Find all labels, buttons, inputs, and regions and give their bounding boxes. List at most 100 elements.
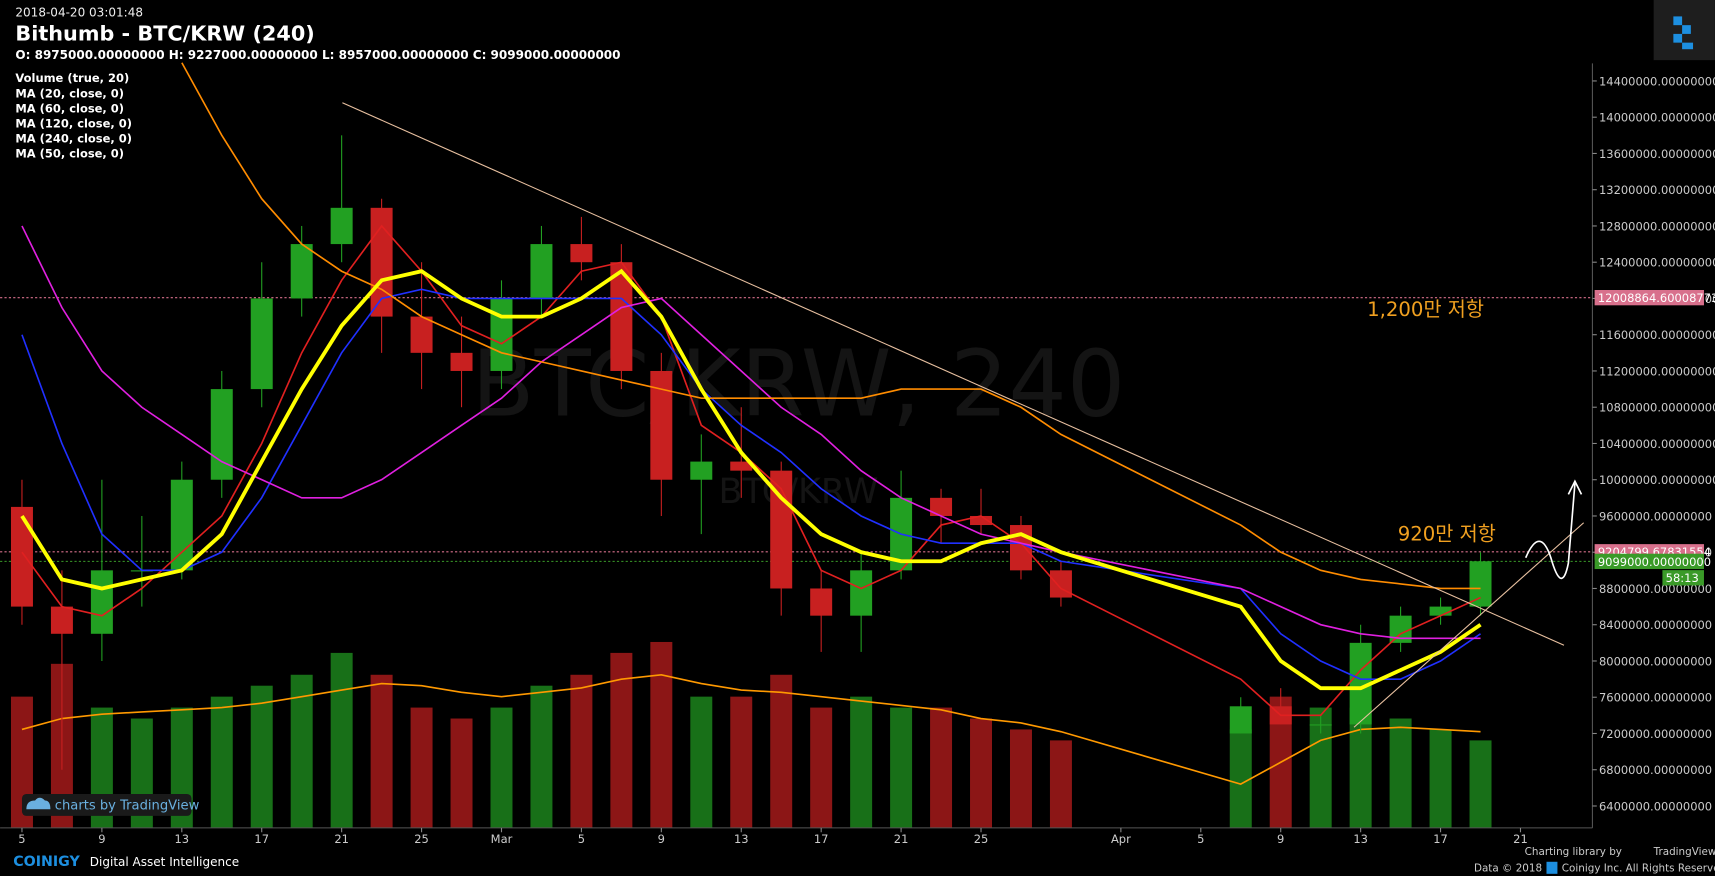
candle-body — [490, 298, 513, 371]
x-tick-label: 17 — [1433, 832, 1448, 846]
legend-entry: MA (120, close, 0) — [15, 116, 132, 130]
tv-badge-bg — [21, 793, 192, 816]
trendline — [1353, 522, 1585, 728]
y-tick-label: 11200000.00000000 — [1599, 364, 1715, 378]
candle-body — [210, 389, 233, 480]
annotation: 1,200만 저항 — [1367, 298, 1484, 321]
legend-entry: MA (20, close, 0) — [15, 86, 124, 100]
volume-bar — [890, 707, 913, 828]
x-tick-label: Mar — [491, 832, 513, 846]
candle-body — [170, 479, 193, 571]
volume-bar — [1049, 740, 1072, 828]
candle-body — [290, 244, 313, 299]
data-year: Data © 2018 — [1474, 863, 1542, 875]
y-tick-label: 11600000.00000000 — [1599, 328, 1715, 342]
x-tick-label: Apr — [1111, 832, 1131, 846]
volume-bar — [810, 707, 833, 828]
countdown: 58:13 — [1666, 571, 1699, 585]
volume-bar — [450, 718, 473, 828]
volume-bar — [690, 696, 713, 828]
y-tick-label: 12800000.00000000 — [1599, 219, 1715, 233]
plot-area — [0, 62, 1593, 828]
candle-body — [450, 352, 473, 371]
arrow-sketch — [1524, 483, 1576, 580]
volume-bar — [490, 707, 513, 828]
volume-bar — [530, 685, 553, 828]
rights: Coinigy Inc. All Rights Reserved. — [1562, 863, 1715, 875]
x-tick-label: 21 — [894, 832, 909, 846]
volume-bar — [1009, 729, 1032, 828]
candle-body — [730, 461, 753, 471]
y-tick-label: 13200000.00000000 — [1599, 183, 1715, 197]
volume-bar — [290, 674, 313, 828]
legend: Volume (true, 20)MA (20, close, 0)MA (60… — [15, 71, 132, 160]
countdown-tag — [1662, 570, 1704, 586]
candle-body — [610, 262, 633, 371]
candle-body — [810, 588, 833, 616]
candle-body — [690, 461, 713, 480]
tv-name[interactable]: TradingView — [1653, 846, 1715, 858]
x-tick-label: 5 — [1197, 832, 1204, 846]
x-tick-label: 21 — [1513, 832, 1528, 846]
candle-body — [850, 570, 873, 616]
volume-bar — [570, 674, 593, 828]
volume-bar — [410, 707, 433, 828]
x-tick-label: 13 — [734, 832, 749, 846]
volume-bar — [930, 707, 953, 828]
volume-bar — [1229, 729, 1252, 828]
volume-bar — [610, 652, 633, 828]
y-tick-label: 10400000.00000000 — [1599, 437, 1715, 451]
candle-body — [330, 207, 353, 245]
x-tick-label: 13 — [175, 832, 190, 846]
volume-bar — [330, 652, 353, 828]
arrow-head — [1567, 479, 1583, 495]
x-tick-label: 9 — [658, 832, 665, 846]
candle-body — [650, 370, 673, 480]
ohlc-line: O: 8975000.00000000 H: 9227000.00000000 … — [15, 48, 620, 62]
tagline: Digital Asset Intelligence — [90, 855, 239, 869]
legend-entry: MA (50, close, 0) — [15, 146, 124, 160]
chart-title: Bithumb - BTC/KRW (240) — [15, 21, 314, 45]
y-tick-label: 6400000.00000000 — [1599, 799, 1712, 813]
axes: 6400000.00000000 6800000.00000000 7200000.… — [18, 74, 1715, 846]
candle-body — [970, 515, 993, 526]
watermark-sub: BTC/KRW — [718, 472, 878, 512]
volume-bar — [1469, 740, 1492, 828]
tv-badge[interactable]: charts by TradingView — [55, 798, 200, 813]
candle-body — [570, 244, 593, 263]
candle-body — [50, 606, 73, 634]
y-tick-label: 8000000.00000000 — [1599, 654, 1712, 668]
legend-entry: MA (60, close, 0) — [15, 101, 124, 115]
watermark-text: BTC/KRW, 240 — [472, 331, 1126, 438]
volume-bar — [650, 641, 673, 828]
candle-body — [10, 506, 33, 607]
volume-bar — [1309, 707, 1332, 828]
volume-ma-line — [21, 673, 1481, 786]
volume-bar — [1429, 729, 1452, 828]
legend-entry: Volume (true, 20) — [15, 71, 129, 85]
candle-body — [1009, 525, 1032, 571]
y-tick-label: 10800000.00000000 — [1599, 401, 1715, 415]
volume-bar — [970, 718, 993, 828]
candle-body — [370, 207, 393, 317]
candle-body — [530, 244, 553, 299]
x-tick-label: 25 — [414, 832, 429, 846]
candle-body — [930, 497, 953, 516]
coinigy-icon — [1546, 861, 1558, 874]
candle-body — [1389, 615, 1412, 643]
volume-bar — [770, 674, 793, 828]
x-tick-label: 21 — [334, 832, 349, 846]
x-tick-label: 17 — [814, 832, 829, 846]
brand[interactable]: COINIGY — [13, 854, 80, 870]
level-tag — [1594, 553, 1704, 570]
level-label: 12008864.60008773 — [1598, 291, 1715, 305]
y-tick-label: 8400000.00000000 — [1599, 618, 1712, 632]
charting-by: Charting library by — [1525, 846, 1622, 858]
y-tick-label: 14000000.00000000 — [1599, 111, 1715, 125]
candle-body — [1049, 570, 1072, 598]
x-tick-label: 25 — [974, 832, 989, 846]
tv-cloud — [26, 797, 51, 810]
y-tick-label: 9600000.00000000 — [1599, 509, 1712, 523]
y-tick-label: 6800000.00000000 — [1599, 763, 1712, 777]
